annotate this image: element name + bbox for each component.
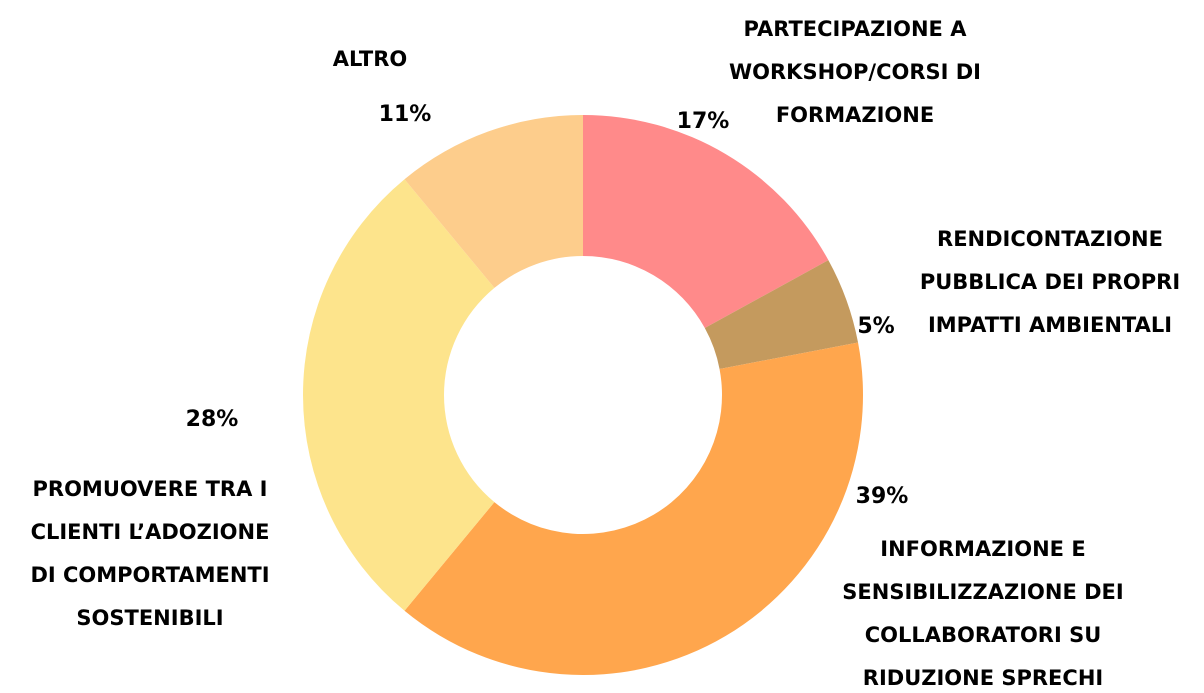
category-label: PUBBLICA DEI PROPRI [920, 270, 1180, 294]
category-label: DI COMPORTAMENTI [30, 563, 269, 587]
category-label: SENSIBILIZZAZIONE DEI [842, 580, 1123, 604]
category-label: CLIENTI L’ADOZIONE [31, 520, 270, 544]
donut-slice [404, 342, 863, 675]
donut-slice [404, 115, 583, 288]
category-label: IMPATTI AMBIENTALI [928, 313, 1172, 337]
value-label: 5% [857, 314, 894, 339]
category-label: WORKSHOP/CORSI DI [729, 60, 981, 84]
value-label: 17% [677, 109, 730, 134]
category-label: ALTRO [333, 47, 408, 71]
category-label: RIDUZIONE SPRECHI [863, 666, 1103, 690]
category-label: SOSTENIBILI [76, 606, 223, 630]
donut-slice [583, 115, 829, 329]
value-label: 28% [186, 407, 239, 432]
category-label: COLLABORATORI SU [865, 623, 1102, 647]
category-label: PROMUOVERE TRA I [33, 477, 268, 501]
category-label: RENDICONTAZIONE [937, 227, 1163, 251]
category-label: PARTECIPAZIONE A [744, 17, 968, 41]
donut-slice [302, 179, 495, 611]
category-label: FORMAZIONE [776, 103, 934, 127]
donut-slice [704, 260, 859, 369]
value-label: 11% [379, 102, 432, 127]
value-label: 39% [856, 484, 909, 509]
category-label: INFORMAZIONE E [880, 537, 1085, 561]
